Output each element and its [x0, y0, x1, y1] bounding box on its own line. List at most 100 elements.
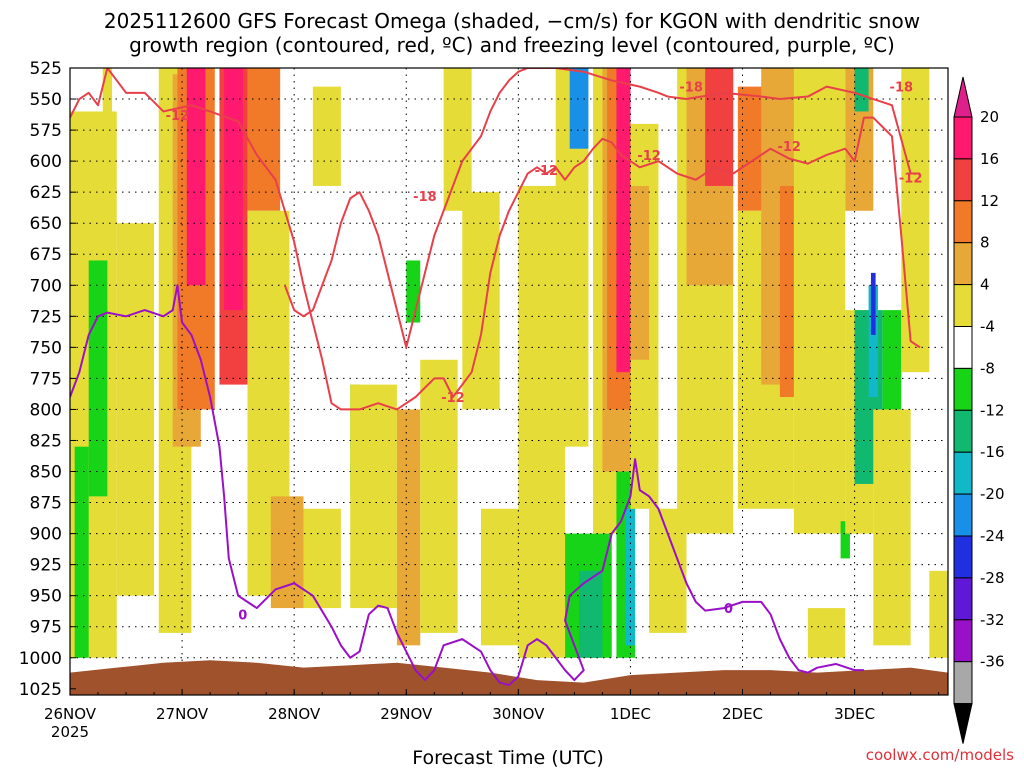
x-tick-label-30NOV: 30NOV — [492, 705, 545, 723]
omega-region-34 — [625, 508, 636, 646]
x-tick-label-1DEC: 1DEC — [610, 705, 651, 723]
omega-region-36 — [630, 185, 650, 360]
y-tick-label-900: 900 — [30, 525, 62, 545]
omega-region-45 — [793, 68, 846, 534]
colorbar-swatch-10 — [953, 535, 973, 579]
colorbar-level-2: 12 — [980, 192, 999, 210]
omega-region-18 — [396, 409, 421, 646]
colorbar-swatch-8 — [953, 451, 973, 495]
omega-region-17 — [350, 384, 397, 609]
colorbar-level-5: -4 — [980, 318, 995, 336]
colorbar-swatch-2 — [953, 200, 973, 244]
chart-title-line-2: growth region (contoured, red, ºC) and f… — [129, 33, 895, 57]
y-tick-label-800: 800 — [30, 400, 62, 420]
y-tick-label-575: 575 — [30, 121, 62, 141]
y-axis-ticks: 525 550 575 600 625 650 675 700 725 750 775 800 825 8… — [19, 59, 76, 700]
colorbar-swatch-3 — [953, 242, 973, 286]
colorbar-level-13: -36 — [980, 653, 1005, 671]
contour-label-3: -12 — [535, 164, 559, 179]
credit-text: coolwx.com/models — [866, 746, 1014, 764]
x-tick-label-29NOV: 29NOV — [380, 705, 433, 723]
x-tick-label-26NOV: 26NOV — [44, 705, 97, 723]
y-tick-label-525: 525 — [30, 59, 62, 79]
omega-region-26 — [569, 68, 589, 149]
x-tick-label-28NOV: 28NOV — [268, 705, 321, 723]
omega-region-52 — [868, 285, 878, 398]
colorbar-level-0: 20 — [980, 108, 999, 126]
omega-region-55 — [873, 409, 911, 646]
freezing-contour-0 — [70, 284, 864, 687]
y-tick-label-950: 950 — [30, 587, 62, 607]
contour-label-9: 0 — [238, 608, 247, 623]
colorbar-level-11: -28 — [980, 569, 1005, 587]
y-tick-label-750: 750 — [30, 338, 62, 358]
omega-region-46 — [807, 608, 846, 658]
contour-label-5: -18 — [679, 81, 703, 96]
x-tick-label-27NOV: 27NOV — [156, 705, 209, 723]
colorbar-level-7: -12 — [980, 401, 1005, 419]
y-tick-label-550: 550 — [30, 90, 62, 110]
contour-label-1: -18 — [413, 190, 437, 205]
colorbar-swatch-4 — [953, 284, 973, 328]
y-tick-label-850: 850 — [30, 463, 62, 483]
contours — [70, 68, 921, 687]
omega-region-20 — [420, 359, 458, 633]
contour-label-7: -18 — [890, 81, 914, 96]
omega-region-22 — [462, 192, 500, 410]
colorbar-swatch-0 — [953, 116, 973, 160]
omega-region-28 — [579, 570, 603, 658]
omega-region-15 — [312, 86, 341, 186]
colorbar-swatch-9 — [953, 493, 973, 537]
contour-labels: -12 -18 -12 -12 -12 -18 -12 -18 -12 0 0 — [166, 81, 923, 624]
omega-region-54 — [882, 310, 902, 435]
colorbar-swatch-12 — [953, 619, 973, 663]
colorbar: 20 16 12 8 4 -4 -8 -12 -16 -20 -24 -28 -32 -36 — [953, 76, 1005, 744]
omega-region-3 — [102, 68, 113, 162]
colorbar-swatch-5 — [953, 326, 973, 369]
y-tick-label-650: 650 — [30, 214, 62, 234]
year-label: 2025 — [51, 723, 89, 741]
omega-region-1 — [74, 446, 89, 658]
colorbar-swatch-7 — [953, 409, 973, 453]
dgz-contour-0 — [70, 68, 921, 411]
terrain-surface — [70, 660, 948, 695]
omega-region-57 — [929, 570, 948, 658]
y-tick-label-625: 625 — [30, 183, 62, 203]
y-tick-label-675: 675 — [30, 245, 62, 265]
omega-region-56 — [901, 68, 930, 373]
y-tick-label-775: 775 — [30, 369, 62, 389]
y-tick-label-825: 825 — [30, 431, 62, 451]
omega-region-19 — [406, 260, 421, 323]
contour-label-10: 0 — [724, 602, 733, 617]
omega-region-50 — [854, 68, 869, 112]
chart-title-line-1: 2025112600 GFS Forecast Omega (shaded, −… — [104, 9, 920, 33]
colorbar-swatch-1 — [953, 158, 973, 202]
colorbar-level-9: -20 — [980, 485, 1005, 503]
omega-region-32 — [616, 68, 631, 373]
omega-region-11 — [247, 68, 281, 211]
colorbar-level-1: 16 — [980, 150, 999, 168]
y-tick-label-725: 725 — [30, 307, 62, 327]
y-tick-label-975: 975 — [30, 618, 62, 638]
colorbar-level-12: -32 — [980, 611, 1005, 629]
omega-region-10 — [224, 68, 243, 311]
dgz-contour-1 — [283, 68, 920, 349]
colorbar-swatch-13 — [953, 661, 973, 705]
x-axis-ticks: 26NOV 27NOV 28NOV 29NOV 30NOV 1DEC 2DEC 3DEC — [44, 689, 940, 723]
contour-label-2: -12 — [441, 391, 465, 406]
omega-region-21 — [443, 68, 472, 211]
colorbar-level-4: 4 — [980, 276, 990, 294]
x-tick-label-2DEC: 2DEC — [722, 705, 763, 723]
colorbar-bottom-arrow — [953, 703, 973, 744]
colorbar-swatch-11 — [953, 577, 973, 621]
omega-region-8 — [186, 68, 206, 286]
omega-region-14 — [303, 508, 341, 609]
y-tick-label-700: 700 — [30, 276, 62, 296]
y-tick-label-925: 925 — [30, 556, 62, 576]
colorbar-level-10: -24 — [980, 527, 1005, 545]
x-axis-label: Forecast Time (UTC) — [412, 747, 603, 768]
omega-region-13 — [270, 496, 304, 609]
contour-label-0: -12 — [166, 109, 190, 124]
contour-label-8: -12 — [899, 171, 923, 186]
